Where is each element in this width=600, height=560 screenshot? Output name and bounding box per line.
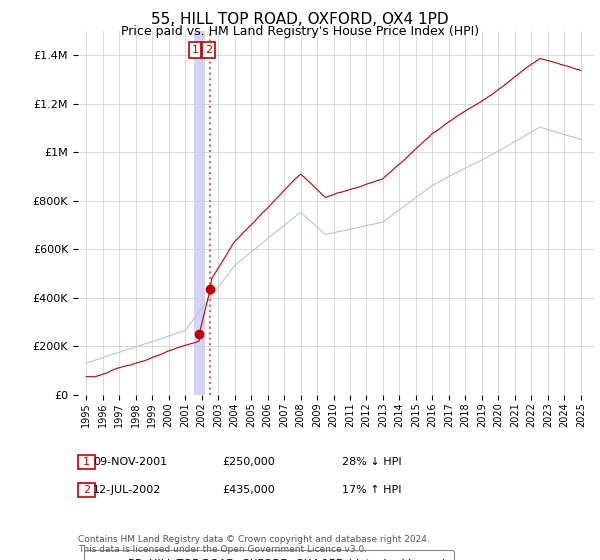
Text: £250,000: £250,000 — [222, 457, 275, 467]
Text: 1: 1 — [192, 45, 199, 55]
Text: 55, HILL TOP ROAD, OXFORD, OX4 1PD: 55, HILL TOP ROAD, OXFORD, OX4 1PD — [151, 12, 449, 27]
Text: 17% ↑ HPI: 17% ↑ HPI — [342, 485, 401, 495]
Legend: 55, HILL TOP ROAD, OXFORD, OX4 1PD (detached house), HPI: Average price, detache: 55, HILL TOP ROAD, OXFORD, OX4 1PD (deta… — [83, 549, 454, 560]
Text: £435,000: £435,000 — [222, 485, 275, 495]
Text: 28% ↓ HPI: 28% ↓ HPI — [342, 457, 401, 467]
Text: 2: 2 — [83, 485, 90, 495]
Text: Price paid vs. HM Land Registry's House Price Index (HPI): Price paid vs. HM Land Registry's House … — [121, 25, 479, 38]
Text: 09-NOV-2001: 09-NOV-2001 — [93, 457, 167, 467]
Text: Contains HM Land Registry data © Crown copyright and database right 2024.
This d: Contains HM Land Registry data © Crown c… — [78, 535, 430, 554]
Text: 1: 1 — [83, 457, 90, 467]
Text: 12-JUL-2002: 12-JUL-2002 — [93, 485, 161, 495]
Text: 2: 2 — [205, 45, 212, 55]
